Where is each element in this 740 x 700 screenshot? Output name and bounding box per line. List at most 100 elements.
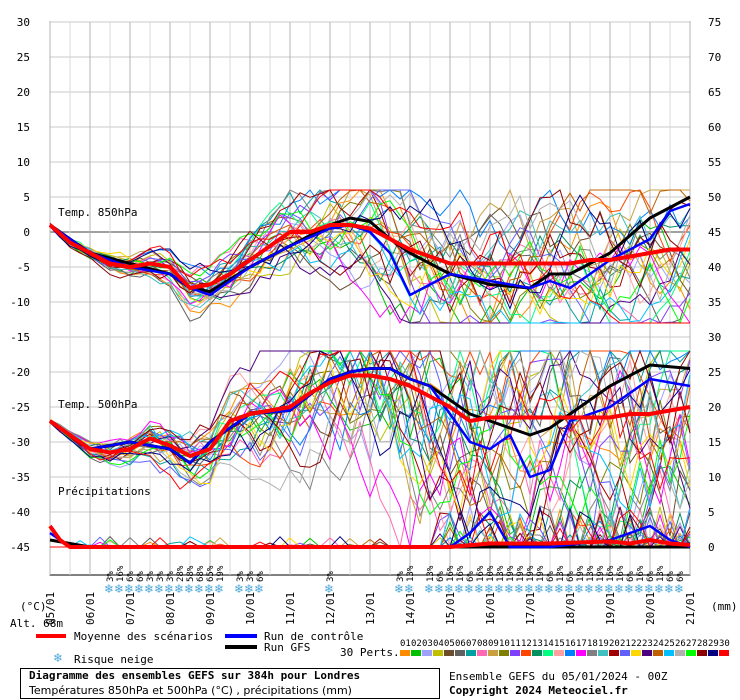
snow-risk-pct: 16% [116,565,126,582]
member-t500 [49,350,691,498]
y-tick-left: -15 [10,331,30,344]
pert-swatch [510,650,520,656]
snowflake-icon: ❄ [104,582,114,596]
snowflake-icon: ❄ [164,582,174,596]
snow-risk-pct: 3% [166,571,176,582]
pert-number: 18 [587,639,598,649]
snowflake-icon: ❄ [504,582,514,596]
pert-number: 09 [488,639,499,649]
snowflake-icon: ❄ [184,582,194,596]
y-tick-right: 10 [708,471,721,484]
member-t500 [49,349,691,472]
pert-swatch [609,650,619,656]
x-tick-label: 16/01 [484,592,497,625]
snow-risk-pct: 3% [106,571,116,582]
footer-run: Ensemble GEFS du 05/01/2024 - 00Z [449,670,668,683]
right-unit: (mm) [711,600,738,613]
series-precip [48,524,691,549]
footer-subtitle: Températures 850hPa et 500hPa (°C) , pré… [29,684,352,697]
snow-risk-pct: 10% [486,565,496,582]
snowflake-icon: ❄ [234,582,244,596]
pert-swatch [697,650,707,656]
y-tick-right: 75 [708,16,721,29]
pert-number: 13 [532,639,543,649]
snow-risk-pct: 6% [126,571,136,582]
snow-risk-pct: 3% [246,571,256,582]
pert-swatch [653,650,663,656]
snow-risk-pct: 13% [586,565,596,582]
x-tick-label: 19/01 [604,592,617,625]
y-tick-left: 0 [23,226,30,239]
y-tick-right: 70 [708,51,721,64]
snow-risk-pct: 19% [576,565,586,582]
y-tick-right: 15 [708,436,721,449]
snow-risk-pct: 16% [456,565,466,582]
footer-title: Diagramme des ensembles GEFS sur 384h po… [29,669,361,682]
y-tick-right: 25 [708,366,721,379]
pert-number: 22 [631,639,642,649]
pert-swatch [543,650,553,656]
y-tick-right: 0 [708,541,715,554]
snow-risk-pct: 6% [626,571,636,582]
pert-swatch [554,650,564,656]
pert-swatch [499,650,509,656]
legend-swatch-gfs [225,645,257,649]
pert-swatch [620,650,630,656]
y-tick-left: -10 [10,296,30,309]
y-tick-left: 25 [17,51,30,64]
snowflake-icon: ❄ [134,582,144,596]
snow-risk-pct: 3% [396,571,406,582]
pert-number: 29 [708,639,719,649]
snowflake-icon: ❄ [154,582,164,596]
y-tick-right: 50 [708,191,721,204]
x-tick-label: 14/01 [404,592,417,625]
y-tick-right: 30 [708,331,721,344]
label-precip: Précipitations [58,485,151,498]
pert-number: 24 [653,639,664,649]
y-tick-left: -40 [10,506,30,519]
snowflake-icon: ❄ [644,582,654,596]
pert-swatch [598,650,608,656]
y-tick-right: 5 [708,506,715,519]
pert-swatch [444,650,454,656]
pert-number: 27 [686,639,697,649]
snow-risk-pct: 6% [256,571,266,582]
x-tick-label: 07/01 [124,592,137,625]
snowflake-icon: ❄ [394,582,404,596]
snowflake-icon: ❄ [554,582,564,596]
perts-label: 30 Perts. [340,646,400,659]
snow-risk-pct: 13% [426,565,436,582]
member-t850 [49,189,690,324]
footer-copyright: Copyright 2024 Meteociel.fr [449,684,628,697]
snowflake-icon: ❄ [114,582,124,596]
member-t850 [49,215,690,311]
y-tick-right: 60 [708,121,721,134]
snow-risk-pct: 28% [176,565,186,582]
series-t850 [48,223,690,290]
pert-number: 25 [664,639,675,649]
pert-number: 05 [444,639,455,649]
snow-risk-pct: 16% [636,565,646,582]
snow-risk-pct: 6% [546,571,556,582]
snowflake-icon: ❄ [244,582,254,596]
y-tick-left: -35 [10,471,30,484]
member-t500 [49,349,690,528]
snowflake-icon: ❄ [534,582,544,596]
pert-number: 28 [697,639,708,649]
pert-number: 30 [719,639,730,649]
pert-number: 10 [499,639,510,649]
x-tick-label: 10/01 [244,592,257,625]
snow-risk-pct: 6% [666,571,676,582]
snow-risk-row: 3%❄16%❄6%❄6%❄3%❄3%❄3%❄28%❄58%❄68%❄65%❄19… [104,565,686,596]
legend-control: Run de contrôle [264,630,363,643]
x-tick-label: 08/01 [164,592,177,625]
snowflake-icon: ❄ [174,582,184,596]
snow-risk-pct: 13% [656,565,666,582]
pert-number: 14 [543,639,554,649]
pert-swatch [411,650,421,656]
snowflake-icon: ❄ [254,582,264,596]
footer-title-box [20,668,440,699]
snowflake-icon: ❄ [214,582,224,596]
x-axis-ticks: 05/01 06/01 07/01 08/01 09/01 10/01 11/01 12/01… [44,592,697,625]
